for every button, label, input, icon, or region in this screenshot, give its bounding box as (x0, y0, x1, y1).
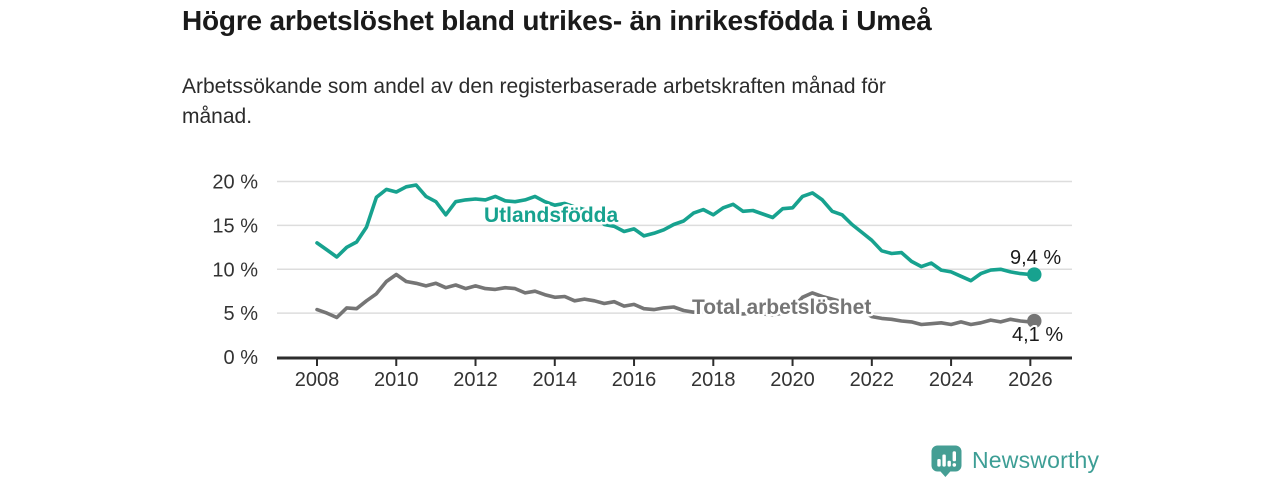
line-total-arbetsloshet (315, 272, 1037, 327)
bubble-shape (931, 445, 962, 477)
newsworthy-chart-bubble-icon (931, 445, 962, 477)
bar-1 (937, 459, 941, 467)
series-label-utlandsfodda: Utlandsfödda (484, 204, 618, 227)
end-dot-utlandsfodda (1027, 267, 1042, 282)
x-tick-label-2014: 2014 (533, 369, 578, 391)
series-label-total-arbetsloshet: Total arbetslöshet (692, 296, 871, 319)
chart-subtitle-line2: månad. (182, 105, 253, 128)
x-tick-label-2024: 2024 (929, 369, 974, 391)
chart-subtitle-line1: Arbetssökande som andel av den registerb… (182, 75, 886, 98)
end-value-label-utlandsfodda: 9,4 % (1010, 247, 1061, 269)
x-tick-label-2020: 2020 (770, 369, 815, 391)
end-value-label-total-arbetsloshet: 4,1 % (1012, 324, 1063, 346)
y-tick-label-20: 20 % (212, 172, 258, 194)
x-tick-label-2016: 2016 (612, 369, 657, 391)
gridlines-and-axes: 0 % 5 % 10 % 15 % 20 % 2008 2010 2012 2014 2016 20… (212, 172, 1072, 391)
newsworthy-branding: Newsworthy (930, 444, 1099, 477)
exclamation-stroke (952, 451, 956, 462)
y-tick-label-10: 10 % (212, 259, 258, 281)
y-tick-label-5: 5 % (224, 303, 259, 325)
bar-2 (942, 454, 946, 467)
bar-3 (947, 460, 951, 467)
data-series-lines (315, 183, 1042, 329)
y-tick-label-15: 15 % (212, 215, 258, 237)
newsworthy-logo-text: Newsworthy (972, 447, 1100, 473)
x-tick-label-2010: 2010 (374, 369, 419, 391)
x-tick-label-2008: 2008 (295, 369, 340, 391)
x-tick-label-2026: 2026 (1008, 369, 1053, 391)
line-utlandsfodda (315, 183, 1037, 283)
x-tick-label-2012: 2012 (453, 369, 498, 391)
end-dot-total-arbetsloshet (1027, 313, 1042, 329)
chart-title: Högre arbetslöshet bland utrikes- än inr… (182, 5, 932, 36)
x-tick-label-2022: 2022 (850, 369, 895, 391)
x-tick-label-2018: 2018 (691, 369, 736, 391)
exclamation-dot (952, 463, 957, 467)
y-tick-label-0: 0 % (224, 347, 259, 369)
chart-subtitle: Arbetssökande som andel av den registerb… (182, 72, 886, 132)
